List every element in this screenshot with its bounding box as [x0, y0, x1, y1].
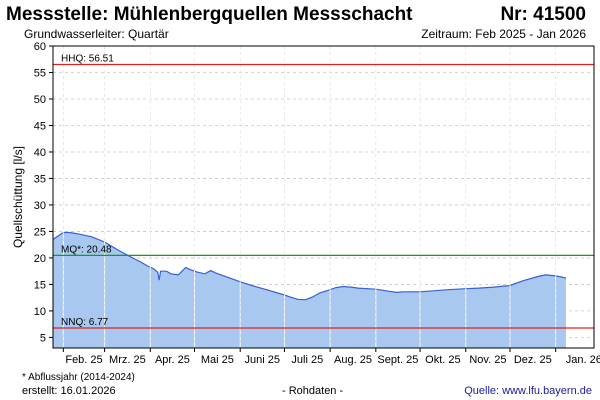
x-tick-label: Mai 25: [201, 354, 234, 366]
x-tick-label: Mrz. 25: [109, 354, 146, 366]
chart-subtitle: Grundwasserleiter: Quartär: [24, 27, 169, 41]
plot-frame: [52, 45, 595, 349]
y-tick-label: 55: [34, 67, 46, 79]
y-tick-label: 40: [34, 147, 46, 159]
y-tick-label: 20: [34, 253, 46, 265]
x-tick-label: Dez. 25: [514, 354, 552, 366]
x-tick-label: Juni 25: [245, 354, 280, 366]
page-title: Messstelle: Mühlenbergquellen Messschach…: [6, 4, 413, 25]
y-tick-label: 10: [34, 306, 46, 318]
y-tick-label: 30: [34, 200, 46, 212]
rawdata-note: - Rohdaten -: [282, 385, 344, 397]
reference-line-label: NNQ: 6.77: [61, 317, 109, 328]
y-tick-label: 25: [34, 226, 46, 238]
x-tick-label: Sept. 25: [377, 354, 418, 366]
y-tick-label: 45: [34, 120, 46, 132]
footnote: * Abflussjahr (2014-2024): [22, 372, 135, 383]
reference-line-label: MQ*: 20.48: [61, 244, 112, 255]
x-tick-label: Aug. 25: [334, 354, 372, 366]
y-axis-label: Quellschüttung [l/s]: [11, 146, 25, 248]
x-tick-label: Juli 25: [291, 354, 323, 366]
discharge-area: [53, 232, 566, 348]
y-tick-label: 15: [34, 279, 46, 291]
source-link[interactable]: Quelle: www.lfu.bayern.de: [464, 385, 592, 397]
y-tick-label: 50: [34, 94, 46, 106]
x-tick-label: Apr. 25: [155, 354, 190, 366]
y-tick-label: 5: [40, 332, 46, 344]
x-tick-label: Feb. 25: [65, 354, 102, 366]
y-tick-label: 35: [34, 173, 46, 185]
x-tick-label: Nov. 25: [469, 354, 506, 366]
x-tick-label: Jan. 26: [566, 354, 600, 366]
y-tick-label: 60: [34, 41, 46, 53]
time-period: Zeitraum: Feb 2025 - Jan 2026: [421, 27, 586, 41]
x-tick-label: Okt. 25: [425, 354, 460, 366]
created-date: erstellt: 16.01.2026: [22, 385, 116, 397]
reference-line-label: HHQ: 56.51: [61, 53, 114, 64]
station-number: Nr: 41500: [500, 4, 586, 25]
